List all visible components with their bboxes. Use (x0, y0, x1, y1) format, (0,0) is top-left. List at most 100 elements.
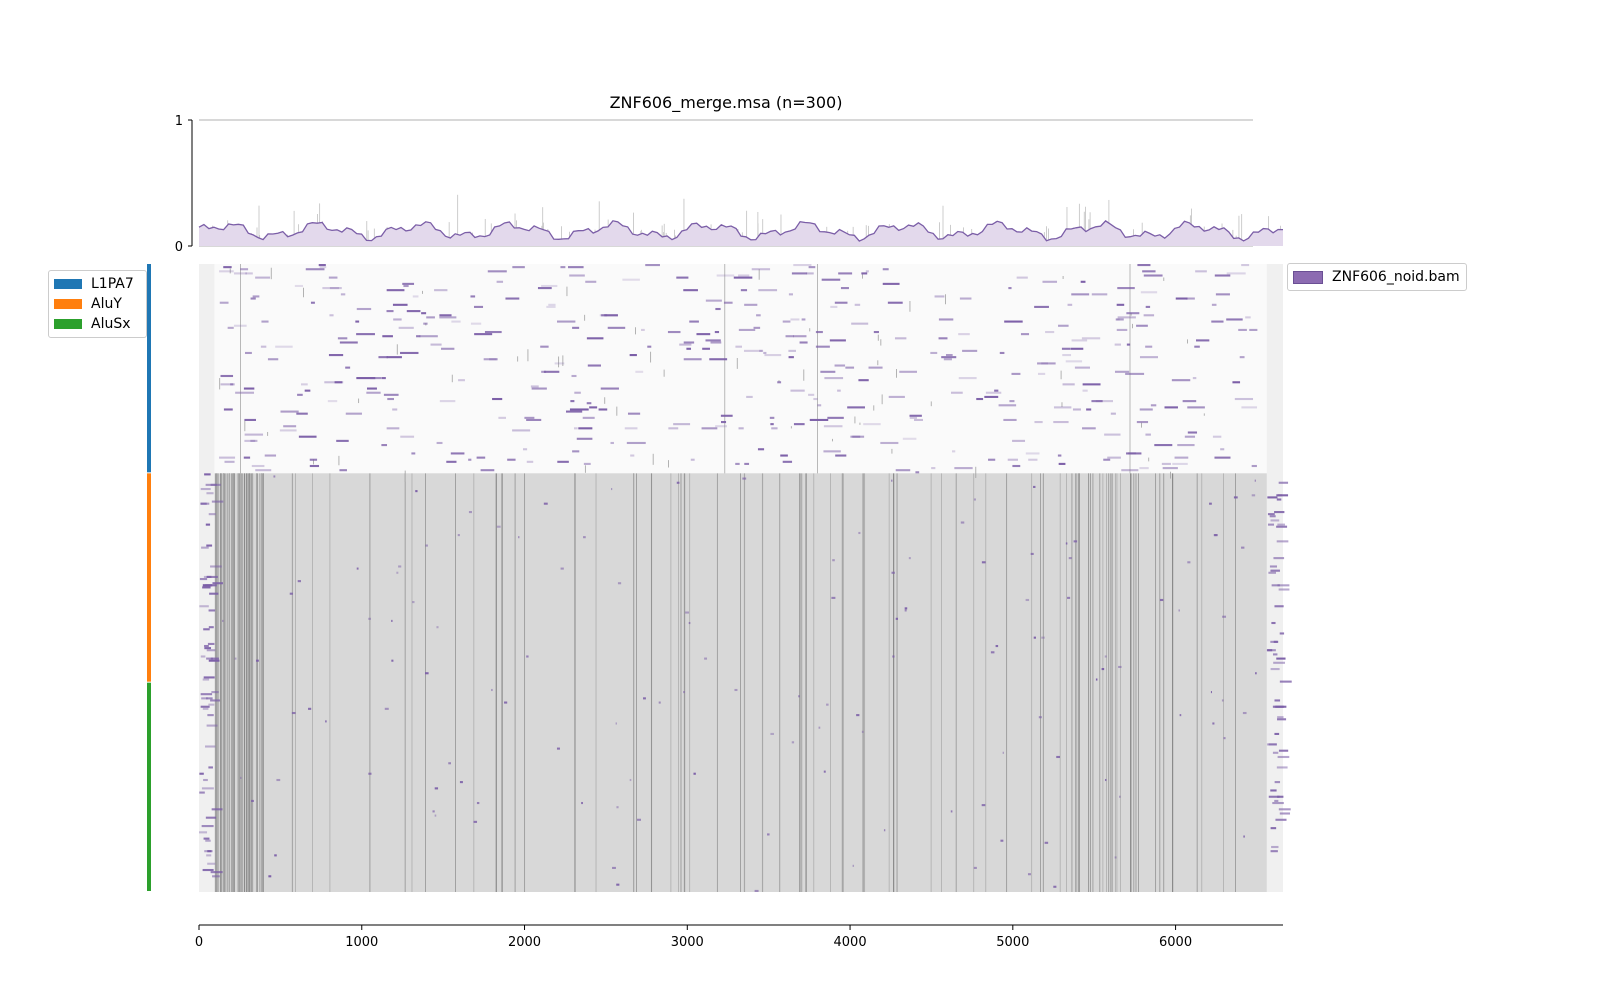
signal-mark (1065, 542, 1068, 545)
signal-mark (1012, 439, 1026, 442)
signal-mark (210, 657, 219, 660)
signal-mark (1058, 462, 1066, 465)
signal-mark (629, 778, 632, 782)
signal-mark (381, 444, 388, 447)
x-tick-label: 1000 (345, 935, 378, 950)
signal-mark (1184, 435, 1196, 438)
signal-mark (235, 391, 255, 394)
signal-mark (770, 732, 774, 735)
signal-mark (1002, 751, 1004, 754)
signal-mark (391, 619, 393, 622)
signal-mark (710, 341, 722, 344)
signal-mark (273, 475, 276, 478)
signal-mark (780, 454, 788, 457)
signal-mark (468, 458, 472, 461)
signal-mark (560, 266, 566, 269)
signal-mark (386, 356, 402, 359)
signal-mark (865, 270, 869, 273)
signal-mark (1274, 699, 1281, 702)
signal-mark (457, 534, 460, 537)
signal-mark (809, 418, 829, 421)
signal-mark (212, 875, 220, 878)
signal-mark (1082, 389, 1088, 392)
x-tick-label: 2000 (508, 935, 541, 950)
signal-mark (976, 397, 984, 401)
coverage-line (198, 220, 1284, 242)
signal-mark (1034, 305, 1049, 308)
signal-mark (1251, 464, 1257, 468)
family-legend: L1PA7 AluY AluSx (48, 270, 147, 338)
signal-mark (1266, 649, 1276, 652)
signal-mark (392, 408, 398, 411)
signal-mark (261, 320, 269, 323)
signal-mark (1044, 841, 1049, 844)
signal-mark (384, 707, 389, 710)
family-bar-alusx (147, 682, 151, 891)
signal-mark (1020, 333, 1030, 336)
signal-mark (1116, 328, 1128, 331)
signal-mark (1270, 668, 1280, 671)
signal-mark (1276, 766, 1288, 769)
signal-mark (627, 412, 641, 415)
signal-mark (801, 318, 806, 321)
signal-mark (576, 437, 593, 440)
signal-mark (492, 397, 503, 401)
family-bar-l1pa7 (147, 264, 151, 473)
signal-mark (476, 801, 480, 805)
signal-mark (882, 282, 900, 285)
signal-mark (1212, 435, 1222, 438)
signal-mark (934, 295, 945, 298)
x-tick-label: 5000 (996, 935, 1029, 950)
signal-mark (1266, 743, 1277, 746)
coverage-panel: 1 0 (175, 114, 1284, 255)
signal-mark (474, 333, 493, 336)
signal-mark (199, 831, 208, 834)
signal-mark (1053, 885, 1057, 888)
signal-mark (861, 730, 864, 733)
signal-mark (988, 458, 996, 461)
signal-mark (1277, 584, 1290, 587)
signal-mark (416, 335, 421, 338)
signal-mark (995, 644, 999, 648)
signal-mark (721, 421, 727, 424)
signal-mark (758, 289, 778, 292)
signal-mark (319, 266, 327, 269)
chart-title: ZNF606_merge.msa (n=300) (610, 93, 843, 113)
signal-mark (204, 644, 209, 648)
signal-mark (645, 264, 660, 267)
signal-mark (450, 452, 465, 455)
signal-mark (526, 655, 529, 658)
coverage-ytick-label-1: 1 (175, 114, 183, 129)
signal-mark (629, 354, 637, 357)
signal-mark (1068, 557, 1072, 560)
signal-mark (813, 397, 818, 401)
signal-mark (754, 889, 759, 892)
signal-mark (835, 454, 847, 457)
signal-mark (458, 379, 465, 382)
signal-mark (1273, 557, 1285, 560)
signal-mark (1062, 383, 1075, 386)
signal-mark (531, 387, 547, 390)
signal-mark (396, 571, 399, 574)
signal-mark (1071, 293, 1090, 296)
signal-mark (673, 423, 691, 426)
signal-mark (368, 617, 371, 620)
signal-mark (891, 571, 895, 574)
signal-mark (1273, 661, 1286, 664)
msa-heatmap (199, 264, 1292, 892)
signal-mark (526, 418, 542, 421)
signal-mark (1214, 456, 1231, 459)
signal-mark (425, 544, 428, 547)
signal-mark (1008, 287, 1012, 290)
signal-mark (1255, 672, 1257, 675)
signal-mark (630, 454, 635, 457)
signal-mark (243, 456, 251, 459)
coverage-area (199, 220, 1283, 246)
signal-mark (892, 655, 895, 658)
signal-mark (328, 354, 344, 357)
signal-mark (448, 762, 451, 765)
signal-mark (832, 559, 835, 562)
signal-mark (1162, 467, 1178, 470)
signal-mark (981, 804, 986, 807)
signal-mark (570, 400, 575, 403)
